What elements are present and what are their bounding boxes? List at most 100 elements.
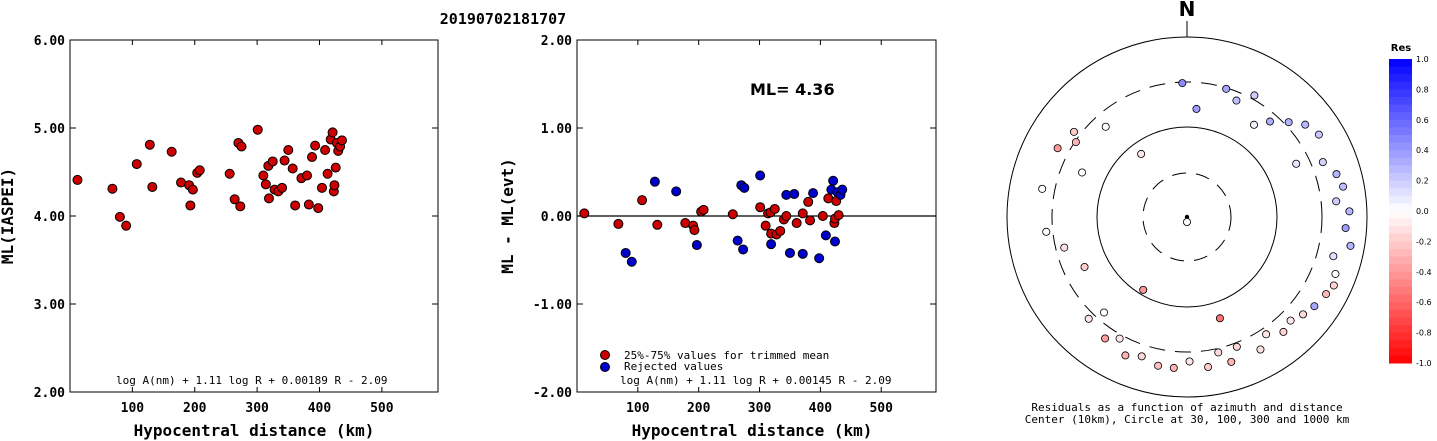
azimuth-residual-plot: N Residuals as a function of azimuth and… bbox=[1006, 0, 1368, 426]
data-point bbox=[313, 203, 324, 214]
colorbar-tick-label: 0.0 bbox=[1416, 207, 1429, 216]
data-point bbox=[755, 202, 766, 213]
data-point bbox=[691, 240, 702, 251]
colorbar-cell bbox=[1389, 271, 1412, 280]
colorbar-tick-label: -0.6 bbox=[1416, 298, 1432, 307]
station-marker bbox=[1318, 158, 1327, 167]
colorbar-cell bbox=[1389, 355, 1412, 364]
residual-vs-distance-plot: 100 200 300 400 500 -2.00 -1.00 0.00 1.00 2.00 M… bbox=[498, 34, 937, 440]
data-point bbox=[828, 175, 839, 186]
x-tick-label: 300 bbox=[748, 401, 772, 416]
plot2-y-label: ML - ML(evt) bbox=[498, 158, 517, 274]
colorbar-cell bbox=[1389, 340, 1412, 349]
colorbar-cell bbox=[1389, 59, 1412, 68]
station-marker bbox=[1227, 357, 1236, 366]
colorbar-cell bbox=[1389, 104, 1412, 113]
data-point bbox=[829, 236, 840, 247]
data-point bbox=[114, 211, 125, 222]
data-point bbox=[579, 208, 590, 219]
x-tick-label: 100 bbox=[626, 401, 650, 416]
station-marker bbox=[1250, 120, 1259, 129]
colorbar-cell bbox=[1389, 302, 1412, 311]
data-point bbox=[310, 140, 321, 151]
station-marker bbox=[1331, 269, 1340, 278]
data-point bbox=[817, 211, 828, 221]
station-marker bbox=[1069, 127, 1078, 136]
data-point bbox=[820, 230, 831, 241]
station-marker bbox=[1250, 91, 1259, 100]
colorbar-cell bbox=[1389, 66, 1412, 75]
data-point bbox=[302, 170, 313, 181]
station-marker bbox=[1183, 217, 1192, 226]
data-point bbox=[131, 159, 142, 170]
colorbar-cell bbox=[1389, 74, 1412, 83]
plot2-formula: log A(nm) + 1.11 log R + 0.00145 R - 2.0… bbox=[620, 374, 892, 387]
station-marker bbox=[1346, 241, 1355, 250]
station-marker bbox=[1314, 130, 1323, 139]
data-point bbox=[837, 184, 848, 195]
y-tick-label: 5.00 bbox=[34, 122, 65, 137]
colorbar-cell bbox=[1389, 150, 1412, 159]
colorbar-title: Res bbox=[1391, 43, 1411, 54]
data-point bbox=[620, 247, 631, 258]
data-point bbox=[330, 162, 341, 173]
station-marker bbox=[1214, 348, 1223, 357]
data-point bbox=[307, 152, 318, 163]
station-marker bbox=[1310, 302, 1319, 311]
colorbar-cell bbox=[1389, 347, 1412, 356]
data-point bbox=[698, 204, 709, 215]
data-point bbox=[121, 220, 132, 231]
data-point bbox=[263, 193, 274, 204]
y-tick-label: 2.00 bbox=[34, 386, 65, 401]
station-marker bbox=[1192, 104, 1201, 113]
station-marker bbox=[1292, 159, 1301, 168]
data-point bbox=[329, 180, 340, 191]
data-point bbox=[760, 220, 771, 231]
colorbar-cell bbox=[1389, 218, 1412, 227]
colorbar-cell bbox=[1389, 226, 1412, 235]
station-marker bbox=[1204, 363, 1213, 372]
colorbar-ticks: 1.0 0.8 0.6 0.4 0.2 0.0 -0.2 -0.4 -0.6 -0.8 -1.0 bbox=[1416, 55, 1432, 368]
colorbar-cell bbox=[1389, 203, 1412, 212]
data-point bbox=[194, 165, 205, 176]
y-tick-label: -2.00 bbox=[533, 386, 572, 401]
colorbar-cell bbox=[1389, 195, 1412, 204]
data-point bbox=[322, 168, 333, 179]
data-point bbox=[649, 176, 660, 187]
data-point bbox=[166, 146, 177, 157]
plot1-x-label: Hypocentral distance (km) bbox=[134, 421, 375, 440]
colorbar-tick-label: 0.4 bbox=[1416, 146, 1429, 155]
station-marker bbox=[1101, 122, 1110, 131]
data-point bbox=[185, 200, 196, 211]
station-marker bbox=[1284, 118, 1293, 127]
colorbar-tick-label: -0.4 bbox=[1416, 268, 1432, 277]
station-marker bbox=[1265, 117, 1274, 126]
data-point bbox=[258, 170, 269, 181]
data-point bbox=[797, 208, 808, 219]
colorbar-cell bbox=[1389, 317, 1412, 326]
station-marker bbox=[1060, 243, 1069, 252]
polar-ring-100km bbox=[1096, 126, 1278, 308]
station-marker bbox=[1139, 285, 1148, 294]
data-point bbox=[327, 127, 338, 138]
data-point bbox=[283, 145, 294, 155]
data-point bbox=[147, 181, 158, 192]
data-point bbox=[727, 209, 738, 220]
station-marker bbox=[1339, 182, 1348, 191]
station-marker bbox=[1084, 314, 1093, 323]
y-tick-label: -1.00 bbox=[533, 298, 572, 313]
data-point bbox=[252, 124, 263, 135]
station-marker bbox=[1137, 149, 1146, 158]
plot1-frame bbox=[69, 39, 439, 393]
station-marker bbox=[1137, 352, 1146, 361]
station-marker bbox=[1042, 227, 1051, 236]
data-point bbox=[637, 195, 648, 206]
station-marker bbox=[1185, 357, 1194, 366]
legend-label-trimmed: 25%-75% values for trimmed mean bbox=[624, 349, 829, 362]
colorbar-tick-label: 0.6 bbox=[1416, 116, 1429, 125]
data-point bbox=[316, 182, 327, 193]
station-marker bbox=[1345, 207, 1354, 216]
data-point bbox=[775, 225, 786, 236]
colorbar-cell bbox=[1389, 180, 1412, 189]
